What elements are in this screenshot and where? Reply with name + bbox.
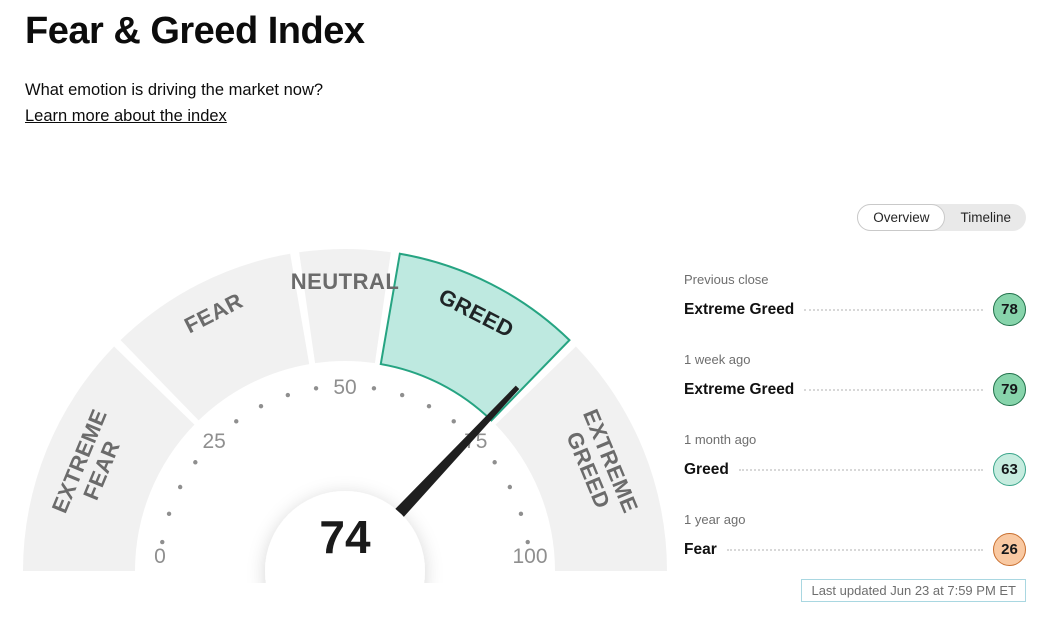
page-header: Fear & Greed Index What emotion is drivi… bbox=[25, 10, 365, 126]
dotted-leader bbox=[804, 308, 983, 311]
gauge-segment-greed bbox=[379, 252, 571, 422]
gauge-tick-dot bbox=[525, 539, 530, 545]
history-period: Previous close bbox=[684, 272, 769, 287]
gauge-tick-dot bbox=[399, 392, 405, 398]
score-badge: 79 bbox=[993, 373, 1026, 406]
gauge-tick-dot bbox=[426, 403, 432, 409]
gauge-tick-dot bbox=[166, 511, 172, 517]
dotted-leader bbox=[726, 548, 983, 551]
gauge-tick-dot bbox=[518, 511, 524, 517]
history-row-1-month: 1 month ago Greed 63 bbox=[684, 432, 1026, 486]
gauge-value: 74 bbox=[319, 511, 371, 563]
page-title: Fear & Greed Index bbox=[25, 10, 365, 52]
gauge-tick-dot bbox=[177, 484, 183, 490]
history-panel: Previous close Extreme Greed 78 1 week a… bbox=[684, 272, 1026, 566]
history-period: 1 year ago bbox=[684, 512, 746, 527]
history-rating: Greed bbox=[684, 460, 729, 478]
tab-timeline[interactable]: Timeline bbox=[945, 204, 1026, 231]
history-row-1-week: 1 week ago Extreme Greed 79 bbox=[684, 352, 1026, 406]
gauge-tick-label-50: 50 bbox=[333, 376, 356, 399]
gauge-segment-fear bbox=[120, 253, 310, 421]
gauge-tick-dot bbox=[234, 419, 239, 424]
tab-overview[interactable]: Overview bbox=[857, 204, 946, 231]
view-toggle: Overview Timeline bbox=[857, 204, 1026, 231]
gauge-segments bbox=[23, 249, 667, 571]
score-badge: 26 bbox=[993, 533, 1026, 566]
gauge-tick-dot bbox=[507, 484, 513, 490]
gauge-tick-dot bbox=[160, 539, 165, 545]
gauge-tick-label-25: 25 bbox=[203, 430, 226, 453]
history-rating: Fear bbox=[684, 540, 717, 558]
gauge-segment-extreme-fear bbox=[23, 346, 195, 571]
gauge-container: 0 25 50 75 100 EXTREMEFEAR FEAR NEUTRAL GREED EX… bbox=[20, 233, 670, 617]
gauge-tick-label-100: 100 bbox=[512, 545, 547, 568]
history-rating: Extreme Greed bbox=[684, 380, 795, 398]
gauge-tick-dot bbox=[258, 403, 264, 409]
history-period: 1 month ago bbox=[684, 432, 757, 447]
gauge-tick-dot bbox=[492, 460, 497, 465]
gauge-tick-dot bbox=[313, 386, 319, 391]
gauge-segment-neutral bbox=[299, 249, 391, 364]
history-row-previous-close: Previous close Extreme Greed 78 bbox=[684, 272, 1026, 326]
last-updated-badge: Last updated Jun 23 at 7:59 PM ET bbox=[801, 579, 1026, 602]
learn-more-link[interactable]: Learn more about the index bbox=[25, 107, 227, 125]
gauge-tick-dot bbox=[193, 460, 198, 465]
gauge-tick-dot bbox=[371, 386, 377, 391]
history-rating: Extreme Greed bbox=[684, 300, 795, 318]
gauge-segment-extreme-greed bbox=[495, 346, 667, 571]
gauge-tick-dot bbox=[285, 392, 291, 398]
score-badge: 78 bbox=[993, 293, 1026, 326]
history-period: 1 week ago bbox=[684, 352, 751, 367]
dotted-leader bbox=[804, 388, 983, 391]
history-row-1-year: 1 year ago Fear 26 bbox=[684, 512, 1026, 566]
score-badge: 63 bbox=[993, 453, 1026, 486]
page-subtitle: What emotion is driving the market now? bbox=[25, 81, 324, 99]
gauge-tick-label-0: 0 bbox=[154, 545, 166, 568]
gauge-tick-dot bbox=[451, 419, 456, 424]
gauge-segment-label-neutral: NEUTRAL bbox=[291, 269, 400, 294]
dotted-leader bbox=[738, 468, 983, 471]
